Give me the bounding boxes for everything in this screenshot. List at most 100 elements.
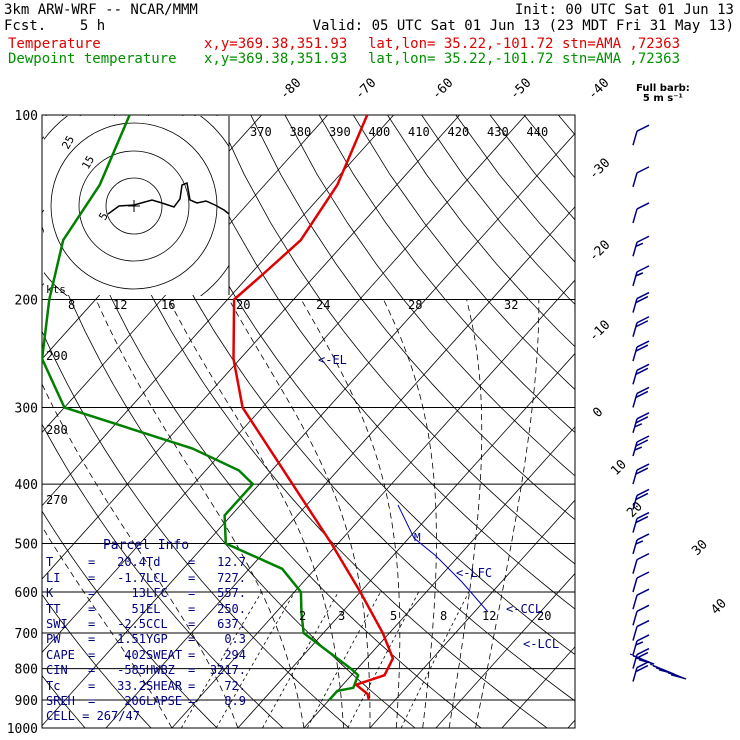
wind-barb bbox=[632, 235, 650, 257]
parcel-cell: Td = 12.7 bbox=[146, 555, 246, 570]
wind-barb bbox=[632, 265, 650, 287]
moist-adiabat-line bbox=[475, 299, 540, 728]
isotherm-line bbox=[42, 115, 460, 580]
isotherm-label: 0 bbox=[590, 405, 606, 421]
isotherm-line bbox=[567, 719, 575, 728]
hodograph-ring-label: 25 bbox=[59, 134, 77, 152]
parcel-value: 51 bbox=[131, 601, 146, 616]
parcel-cell: CIN = -585 bbox=[46, 663, 146, 678]
parcel-equals: = bbox=[188, 663, 196, 678]
wind-barb-staff bbox=[632, 539, 638, 555]
wind-barb bbox=[632, 571, 650, 593]
parcel-cell: SWEAT = 294 bbox=[146, 648, 246, 663]
theta-low-label: 290 bbox=[46, 349, 68, 363]
wind-barb-staff bbox=[632, 322, 638, 337]
parcel-value: 72. bbox=[224, 678, 246, 693]
wind-barb-flag bbox=[635, 439, 649, 447]
parcel-cell: YGP = 0.3 bbox=[146, 632, 246, 647]
wind-barb-flag bbox=[636, 511, 650, 520]
wind-barb-half-flag bbox=[634, 446, 643, 451]
wind-barb-flag bbox=[636, 386, 650, 395]
parcel-equals: = bbox=[188, 570, 196, 585]
hodograph-rings bbox=[44, 116, 229, 296]
parcel-equals: = bbox=[88, 632, 96, 647]
dry-adiabat-line bbox=[42, 674, 86, 728]
wind-barb-flag bbox=[635, 367, 649, 375]
dry-adiabat-line bbox=[216, 115, 575, 565]
wind-barb bbox=[632, 202, 650, 224]
dewpoint-legend-label: Dewpoint temperature bbox=[8, 51, 177, 67]
wind-barb-staff bbox=[632, 469, 638, 485]
parcel-equals: = bbox=[188, 586, 196, 601]
parcel-cell: LI = -1.7 bbox=[46, 571, 146, 586]
wind-barb-staff bbox=[632, 393, 638, 408]
isotherm-line bbox=[42, 115, 526, 653]
wind-barb-staff bbox=[632, 130, 638, 146]
dry-adiabat-line bbox=[489, 115, 575, 221]
wind-barb-flag bbox=[635, 515, 649, 524]
isotherm-label: -20 bbox=[586, 238, 613, 265]
isotherm-label: -80 bbox=[277, 76, 304, 103]
moist-adiabat-line bbox=[42, 525, 173, 728]
parcel-value: 727. bbox=[217, 570, 246, 585]
wind-barb bbox=[632, 533, 650, 555]
wind-barb bbox=[632, 660, 650, 682]
hodograph-axis-label: 20 bbox=[236, 298, 250, 312]
wind-barb bbox=[632, 488, 650, 510]
parcel-equals: = bbox=[88, 586, 96, 601]
hodograph-axis-label: 24 bbox=[316, 298, 330, 312]
wind-barb-flag bbox=[635, 295, 649, 304]
theta-low-label: 280 bbox=[46, 423, 68, 437]
parcel-equals: = bbox=[88, 694, 96, 709]
moist-adiabat-line bbox=[300, 299, 401, 728]
dry-adiabat-line bbox=[42, 423, 284, 728]
parcel-key: CIN bbox=[46, 663, 68, 678]
parcel-key: Tc bbox=[46, 678, 61, 693]
parcel-equals: = bbox=[88, 617, 96, 632]
wind-barb-staff bbox=[632, 370, 638, 385]
parcel-value: 250. bbox=[217, 601, 246, 616]
parcel-cell: SREH = 206 bbox=[46, 694, 146, 709]
parcel-cell: SHEAR = 72. bbox=[146, 679, 246, 694]
temperature-latlon: lat,lon= 35.22,-101.72 bbox=[368, 36, 554, 52]
moist-adiabat-line bbox=[168, 299, 344, 728]
parcel-key: CCL bbox=[146, 617, 168, 632]
parcel-equals: = bbox=[188, 601, 196, 616]
wind-barb bbox=[632, 412, 650, 434]
isotherm-line bbox=[237, 352, 575, 728]
isotherm-label: -30 bbox=[586, 156, 613, 183]
parcel-key: SWEAT bbox=[146, 647, 183, 662]
hodograph-unit-label: kts bbox=[46, 283, 66, 296]
dry-adiabat-line bbox=[557, 115, 575, 136]
parcel-cell: SWI = -2.5 bbox=[46, 617, 146, 632]
hodograph-axis-label: 28 bbox=[408, 298, 422, 312]
parcel-cell: TT = 51 bbox=[46, 602, 146, 617]
wind-barb-flag bbox=[636, 202, 650, 210]
isotherm-line bbox=[435, 572, 575, 728]
isobar-label: 1000 bbox=[7, 722, 38, 737]
wind-barb-flag bbox=[636, 588, 650, 596]
forecast-label: Fcst. 5 h bbox=[4, 19, 105, 34]
isobar-label: 500 bbox=[15, 537, 38, 552]
hodograph-ring bbox=[78, 150, 190, 262]
isobar-label: 300 bbox=[15, 401, 38, 416]
parcel-value: 3217. bbox=[209, 663, 246, 678]
wind-barb-half-flag bbox=[635, 641, 644, 646]
parcel-cell: Tc = 33.2 bbox=[46, 679, 146, 694]
dry-adiabat-line bbox=[42, 593, 152, 728]
mixing-ratio-line bbox=[347, 591, 420, 728]
parcel-value: 1.51 bbox=[117, 632, 146, 647]
parcel-equals: = bbox=[88, 570, 96, 585]
wind-barb-low bbox=[661, 668, 687, 680]
wind-barb-flag bbox=[636, 340, 650, 348]
theta-label: 420 bbox=[448, 125, 470, 139]
level-label-lcl: <-LCL bbox=[523, 637, 559, 651]
wind-barb-flag bbox=[635, 390, 649, 399]
parcel-value: -2.5 bbox=[117, 617, 146, 632]
dry-adiabat-line bbox=[421, 115, 575, 305]
parcel-cell: LCL = 727. bbox=[146, 571, 246, 586]
parcel-key: LAPSE bbox=[146, 694, 183, 709]
wind-barb-staff bbox=[632, 441, 638, 457]
plot-frame bbox=[41, 114, 576, 729]
hodograph-axis-label: 8 bbox=[68, 298, 75, 312]
